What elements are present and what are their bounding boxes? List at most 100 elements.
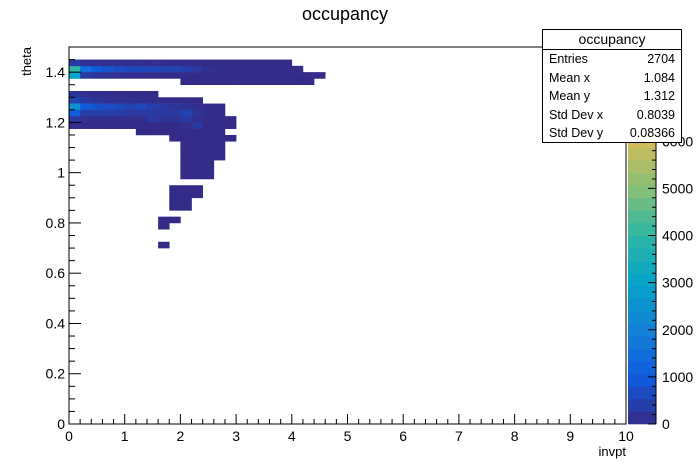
heatmap-cell [180, 166, 192, 173]
heatmap-cell [213, 72, 226, 79]
heatmap-cell [180, 160, 192, 167]
heatmap-cell [169, 134, 181, 142]
heatmap-cell [202, 72, 215, 79]
heatmap-cell [124, 65, 137, 73]
heatmap-cell [191, 122, 203, 129]
heatmap-cell [146, 65, 159, 73]
heatmap-cell [224, 78, 237, 85]
heatmap-cell [180, 197, 192, 205]
heatmap-cell [202, 65, 215, 73]
heatmap-cell [124, 97, 137, 104]
chart-title: occupancy [302, 4, 388, 24]
heatmap-cell [146, 128, 159, 136]
color-scale-band [628, 210, 656, 224]
heatmap-cell [69, 103, 81, 111]
heatmap-cell [158, 222, 170, 230]
heatmap-cell [69, 65, 81, 73]
y-tick-label: 1.4 [46, 64, 66, 80]
heatmap-cell [135, 103, 148, 111]
heatmap-cell [202, 116, 215, 123]
color-scale-band [628, 222, 656, 236]
heatmap-cell [146, 59, 159, 67]
x-tick-label: 7 [455, 428, 463, 444]
heatmap-cell [91, 122, 103, 129]
stats-label: Mean y [549, 89, 590, 104]
y-tick-label: 0 [57, 416, 65, 432]
heatmap-cell [202, 59, 215, 67]
heatmap-cell [280, 59, 293, 67]
heatmap-cell [180, 103, 192, 111]
y-tick-label: 0.6 [46, 265, 66, 281]
heatmap-cell [258, 72, 270, 79]
x-tick-label: 10 [618, 428, 634, 444]
heatmap-cell [202, 141, 215, 148]
color-scale-band [628, 235, 656, 249]
heatmap-cell [236, 59, 248, 67]
heatmap-cell [180, 191, 192, 199]
heatmap-cell [213, 134, 226, 142]
y-tick-label: 0.8 [46, 215, 66, 231]
heatmap-cell [135, 72, 148, 79]
heatmap-cell [102, 109, 114, 117]
color-scale-label: 2000 [662, 322, 693, 338]
heatmap-cell [180, 185, 192, 192]
heatmap-cell [213, 65, 226, 73]
heatmap-cell [169, 65, 181, 73]
heatmap-cell [113, 59, 125, 67]
heatmap-cell [169, 97, 181, 104]
heatmap-cell [146, 116, 159, 123]
color-scale-band [628, 185, 656, 199]
heatmap-cell [202, 147, 215, 155]
heatmap-cell [169, 128, 181, 136]
heatmap-cell [169, 185, 181, 192]
heatmap-cell [191, 59, 203, 67]
stats-title: occupancy [543, 30, 681, 50]
heatmap-cell [224, 134, 237, 142]
heatmap-cell [180, 59, 192, 67]
heatmap-cell [158, 241, 170, 249]
heatmap-cell [80, 116, 92, 123]
stats-row-mean-y: Mean y 1.312 [543, 87, 681, 106]
heatmap-cell [180, 172, 192, 180]
heatmap-cell [180, 122, 192, 129]
y-tick-label: 0.4 [46, 315, 66, 331]
heatmap-cell [291, 72, 304, 79]
heatmap-cell [269, 65, 281, 73]
y-axis-label: theta [19, 46, 34, 76]
heatmap-cell [180, 72, 192, 79]
heatmap-cell [213, 59, 226, 67]
y-axis: 0 0.2 0.4 0.6 0.8 1 1.2 1.4 [46, 46, 81, 432]
heatmap-cell [135, 109, 148, 117]
heatmap-cell [102, 103, 114, 111]
heatmap-cell [113, 116, 125, 123]
color-scale-label: 5000 [662, 180, 693, 196]
heatmap-cell [102, 116, 114, 123]
heatmap-cell [191, 78, 203, 85]
heatmap-cell [158, 116, 170, 123]
heatmap-cell [224, 122, 237, 129]
heatmap-cell [169, 197, 181, 205]
x-tick-label: 3 [232, 428, 240, 444]
x-tick-label: 4 [288, 428, 296, 444]
heatmap-cell [213, 147, 226, 155]
heatmap-cell [180, 65, 192, 73]
heatmap-cell [124, 109, 137, 117]
heatmap-cell [91, 65, 103, 73]
heatmap-cell [180, 78, 192, 85]
stats-label: Std Dev x [549, 107, 604, 122]
heatmap-cell [280, 72, 293, 79]
stats-row-stddev-x: Std Dev x 0.8039 [543, 106, 681, 125]
heatmap-cell [269, 59, 281, 67]
heatmap-cell [280, 78, 293, 85]
heatmap-cell [191, 103, 203, 111]
heatmap-cell [202, 172, 215, 180]
heatmap-cell [191, 109, 203, 117]
heatmap-cell [124, 116, 137, 123]
heatmap-cell [191, 65, 203, 73]
heatmap-cell [91, 59, 103, 67]
heatmap-cell [80, 109, 92, 117]
heatmap-cell [191, 141, 203, 148]
heatmap-cell [213, 109, 226, 117]
heatmap-cell [158, 216, 170, 224]
heatmap-cell [191, 185, 203, 192]
